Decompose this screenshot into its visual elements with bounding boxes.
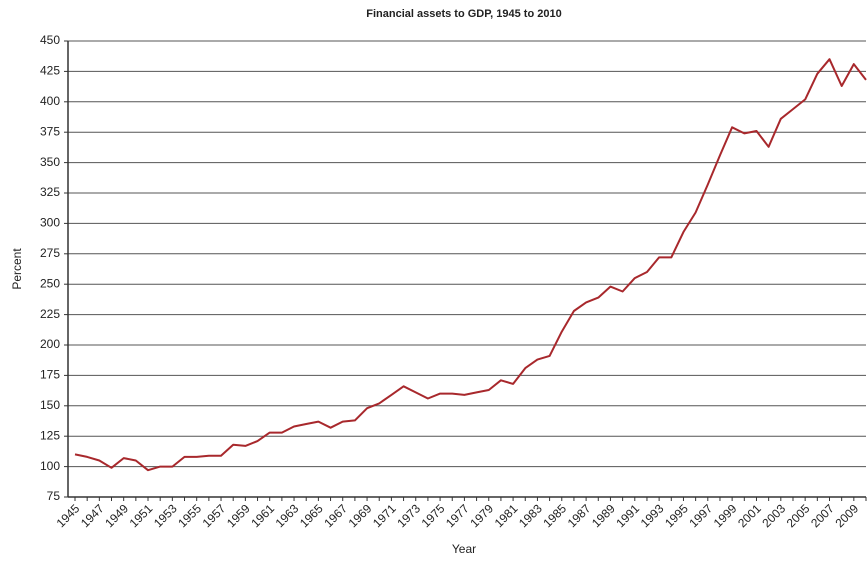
y-tick-label: 400	[40, 94, 60, 108]
x-tick-label: 1955	[175, 501, 204, 530]
y-tick-label: 300	[40, 216, 60, 230]
x-tick-label: 1975	[419, 501, 448, 530]
x-tick-label: 1957	[200, 501, 229, 530]
y-axis-label: Percent	[10, 248, 24, 290]
x-tick-label: 1969	[346, 501, 375, 530]
y-tick-label: 350	[40, 155, 60, 169]
y-tick-label: 125	[40, 428, 60, 442]
x-tick-label: 1997	[686, 501, 715, 530]
x-tick-label: 1959	[224, 501, 253, 530]
x-tick-label: 2003	[759, 501, 788, 530]
x-tick-label: 1987	[565, 501, 594, 530]
x-tick-label: 1953	[151, 501, 180, 530]
x-tick-label: 1949	[102, 501, 131, 530]
y-tick-label: 275	[40, 246, 60, 260]
x-tick-label: 1971	[370, 501, 399, 530]
x-tick-label: 1979	[467, 501, 496, 530]
x-tick-label: 2001	[735, 501, 764, 530]
x-tick-label: 1951	[127, 501, 156, 530]
x-axis-label: Year	[452, 542, 476, 556]
y-tick-label: 200	[40, 337, 60, 351]
x-tick-label: 1993	[638, 501, 667, 530]
x-tick-label: 1991	[613, 501, 642, 530]
y-tick-label: 75	[47, 489, 61, 503]
x-tick-label: 1995	[662, 501, 691, 530]
x-tick-label: 1989	[589, 501, 618, 530]
y-tick-label: 225	[40, 307, 60, 321]
x-tick-label: 1981	[492, 501, 521, 530]
x-tick-label: 2005	[784, 501, 813, 530]
y-tick-label: 100	[40, 459, 60, 473]
chart-title: Financial assets to GDP, 1945 to 2010	[366, 8, 561, 20]
y-tick-label: 375	[40, 124, 60, 138]
x-tick-label: 1945	[54, 501, 83, 530]
x-tick-label: 2007	[808, 501, 837, 530]
x-tick-label: 1967	[321, 501, 350, 530]
y-tick-label: 325	[40, 185, 60, 199]
x-tick-label: 1961	[248, 501, 277, 530]
x-tick-label: 1947	[78, 501, 107, 530]
data-line	[74, 58, 867, 472]
x-tick-label: 1963	[273, 501, 302, 530]
x-tick-label: 1973	[394, 501, 423, 530]
x-tick-label: 1983	[516, 501, 545, 530]
y-tick-label: 175	[40, 368, 60, 382]
y-tick-label: 425	[40, 64, 60, 78]
y-tick-label: 150	[40, 398, 60, 412]
x-tick-label: 1985	[540, 501, 569, 530]
x-tick-label: 1999	[711, 501, 740, 530]
x-tick-label: 1965	[297, 501, 326, 530]
y-tick-label: 450	[40, 33, 60, 47]
x-tick-label: 2009	[832, 501, 861, 530]
x-tick-label: 1977	[443, 501, 472, 530]
y-tick-label: 250	[40, 276, 60, 290]
